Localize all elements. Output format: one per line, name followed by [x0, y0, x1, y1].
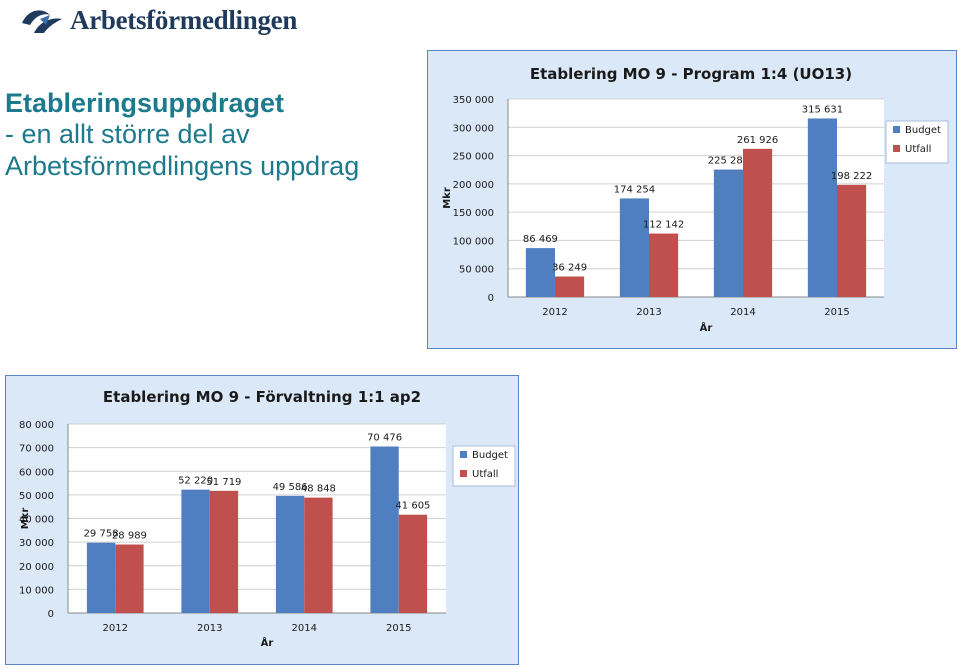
data-label: 29 758 — [84, 529, 119, 540]
y-tick-label: 200 000 — [453, 180, 494, 191]
y-tick-label: 30 000 — [19, 538, 54, 549]
data-label: 49 586 — [273, 482, 308, 493]
data-label: 52 220 — [178, 476, 213, 487]
bar-utfall — [209, 490, 239, 613]
chart-title: Etablering MO 9 - Förvaltning 1:1 ap2 — [103, 388, 421, 406]
data-label: 41 605 — [395, 501, 430, 512]
bar-budget — [807, 118, 837, 298]
y-tick-label: 0 — [48, 609, 54, 620]
heading-subtitle-2: Arbetsförmedlingens uppdrag — [5, 151, 360, 181]
x-tick-label: 2014 — [730, 307, 755, 318]
legend-label-budget: Budget — [905, 125, 941, 136]
y-tick-label: 250 000 — [453, 152, 494, 163]
x-axis-label: År — [700, 321, 713, 334]
y-axis-label: Mkr — [442, 187, 453, 209]
legend-swatch-utfall — [460, 470, 467, 477]
chart-title: Etablering MO 9 - Program 1:4 (UO13) — [530, 65, 852, 83]
bar-utfall — [115, 544, 144, 613]
x-tick-label: 2012 — [103, 623, 128, 634]
x-tick-label: 2013 — [636, 307, 661, 318]
page-heading: Etableringsuppdraget - en allt större de… — [5, 88, 415, 182]
heading-title: Etableringsuppdraget — [5, 88, 285, 118]
y-tick-label: 0 — [488, 293, 494, 304]
bar-utfall — [649, 233, 679, 297]
data-label: 112 142 — [643, 220, 684, 231]
y-tick-label: 70 000 — [19, 444, 54, 455]
arbetsformedlingen-logo-icon — [22, 10, 62, 33]
bar-utfall — [304, 497, 333, 613]
bar-utfall — [837, 184, 867, 297]
heading-subtitle-1: - en allt större del av — [5, 119, 250, 149]
logo-text: Arbetsförmedlingen — [70, 4, 298, 35]
bar-budget — [86, 542, 116, 613]
chart-program-svg: Etablering MO 9 - Program 1:4 (UO13) 0 50 … — [442, 65, 949, 334]
bar-budget — [525, 248, 555, 297]
x-tick-label: 2014 — [292, 623, 317, 634]
x-tick-label: 2012 — [542, 307, 567, 318]
y-tick-label: 80 000 — [19, 420, 54, 431]
bar-utfall — [555, 276, 585, 297]
data-label: 261 926 — [737, 135, 778, 146]
bar-budget — [370, 446, 399, 613]
data-label: 70 476 — [367, 433, 402, 444]
bar-budget — [619, 198, 649, 297]
x-axis-label: År — [261, 636, 274, 649]
data-label: 48 848 — [301, 484, 336, 495]
bar-budget — [713, 169, 743, 297]
y-tick-label: 50 000 — [19, 491, 54, 502]
y-tick-label: 20 000 — [19, 562, 54, 573]
y-axis-label: Mkr — [20, 508, 31, 530]
y-tick-label: 150 000 — [453, 208, 494, 219]
y-tick-label: 60 000 — [19, 467, 54, 478]
bar-budget — [181, 489, 210, 613]
legend-swatch-budget — [893, 126, 900, 133]
data-label: 51 719 — [206, 477, 241, 488]
data-label: 315 631 — [802, 104, 843, 115]
data-label: 198 222 — [831, 171, 872, 182]
y-tick-label: 100 000 — [453, 236, 494, 247]
x-tick-label: 2013 — [197, 623, 222, 634]
y-tick-label: 40 000 — [19, 515, 54, 526]
chart-program: Etablering MO 9 - Program 1:4 (UO13) 0 50 … — [427, 50, 957, 349]
legend-label-utfall: Utfall — [472, 469, 498, 480]
data-label: 174 254 — [614, 184, 655, 195]
legend-label-utfall: Utfall — [905, 144, 931, 155]
y-tick-label: 50 000 — [459, 265, 494, 276]
y-tick-label: 300 000 — [453, 123, 494, 134]
legend-swatch-utfall — [893, 145, 900, 152]
y-tick-label: 10 000 — [19, 585, 54, 596]
legend-swatch-budget — [460, 451, 467, 458]
data-label: 28 989 — [112, 531, 147, 542]
logo[interactable]: Arbetsförmedlingen — [20, 2, 297, 38]
bar-utfall — [743, 148, 773, 297]
data-label: 225 280 — [708, 156, 749, 167]
bar-utfall — [398, 514, 428, 613]
x-tick-label: 2015 — [824, 307, 849, 318]
y-tick-label: 350 000 — [453, 95, 494, 106]
chart-forvaltning-svg: Etablering MO 9 - Förvaltning 1:1 ap2 0 10… — [19, 388, 516, 649]
x-tick-label: 2015 — [386, 623, 411, 634]
data-label: 36 249 — [552, 262, 587, 273]
chart-forvaltning: Etablering MO 9 - Förvaltning 1:1 ap2 0 10… — [5, 375, 519, 665]
bar-budget — [275, 495, 305, 613]
legend-label-budget: Budget — [472, 450, 508, 461]
data-label: 86 469 — [523, 234, 558, 245]
